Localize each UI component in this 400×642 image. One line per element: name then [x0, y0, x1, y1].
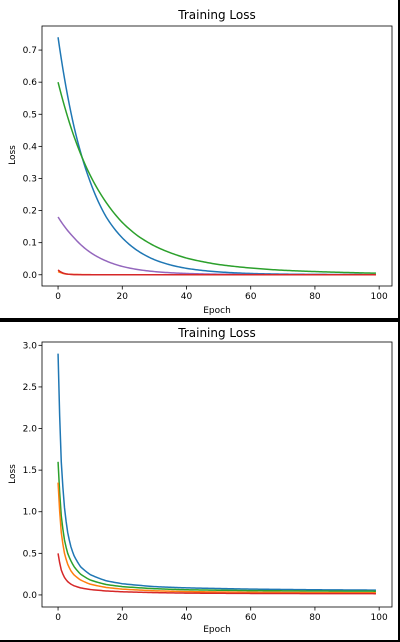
x-tick-label: 20	[117, 292, 129, 302]
x-tick-label: 100	[371, 613, 388, 623]
chart-panel-top: Training Loss Epoch Loss 0 20 40 60 80 100 0.0…	[0, 0, 398, 318]
chart-panel-bottom: Training Loss Epoch Loss 0 20 40 60 80 100 0.0…	[0, 322, 398, 640]
x-tick-label: 60	[245, 613, 257, 623]
x-tick-label: 40	[181, 292, 193, 302]
series-group	[57, 353, 376, 595]
x-tick-label: 60	[245, 292, 257, 302]
y-tick-label: 1.0	[23, 508, 38, 518]
x-tick-label: 80	[309, 292, 321, 302]
chart-title: Training Loss	[177, 8, 255, 22]
x-tick-label: 80	[309, 613, 321, 623]
y-axis-label: Loss	[8, 145, 18, 165]
y-tick-label: 0.2	[23, 207, 37, 217]
y-tick-label: 2.0	[23, 425, 38, 435]
series-line-green	[57, 461, 376, 592]
y-tick-label: 0.7	[23, 46, 37, 56]
series-line-blue	[57, 37, 376, 276]
y-tick-label: 0.1	[23, 239, 37, 249]
loss-chart-top: Training Loss Epoch Loss 0 20 40 60 80 100 0.0…	[8, 8, 393, 316]
y-axis-label: Loss	[8, 464, 18, 484]
y-tick-label: 3.0	[23, 341, 38, 351]
y-tick-label: 0.4	[23, 142, 38, 152]
series-line-blue	[57, 353, 376, 591]
axis-ticks: 0 20 40 60 80 100 0.0 0.5 1.0 1.5 2.0 2.5 3.0	[23, 341, 388, 623]
x-tick-label: 0	[55, 292, 61, 302]
series-line-orange	[57, 482, 376, 594]
x-tick-label: 100	[371, 292, 388, 302]
y-tick-label: 0.0	[23, 591, 38, 601]
x-axis-label: Epoch	[203, 306, 231, 316]
y-tick-label: 0.5	[23, 549, 37, 559]
x-axis-label: Epoch	[203, 625, 231, 635]
plot-frame	[41, 341, 393, 608]
x-tick-label: 0	[55, 613, 61, 623]
y-tick-label: 0.0	[23, 271, 38, 281]
series-line-purple	[57, 216, 376, 276]
chart-title: Training Loss	[177, 326, 255, 340]
series-line-red	[57, 269, 376, 276]
series-group	[57, 37, 376, 276]
y-tick-label: 0.6	[23, 78, 38, 88]
x-tick-label: 20	[117, 613, 129, 623]
axis-ticks: 0 20 40 60 80 100 0.0 0.1 0.2 0.3 0.4 0.5 0.6 0.7	[23, 46, 388, 302]
y-tick-label: 0.5	[23, 110, 37, 120]
series-line-green	[57, 81, 376, 274]
y-tick-label: 0.3	[23, 174, 37, 184]
y-tick-label: 1.5	[23, 466, 37, 476]
loss-chart-bottom: Training Loss Epoch Loss 0 20 40 60 80 100 0.0…	[8, 326, 393, 635]
series-line-red	[57, 553, 376, 595]
plot-frame	[41, 25, 393, 287]
y-tick-label: 2.5	[23, 383, 37, 393]
x-tick-label: 40	[181, 613, 193, 623]
